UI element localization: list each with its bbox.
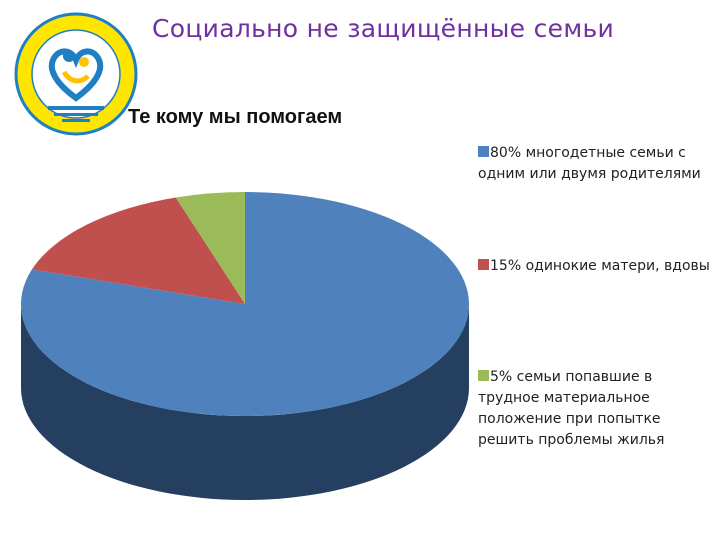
legend-item-0: 80% многодетные семьи с одним или двумя … <box>478 143 710 185</box>
legend-swatch-green <box>478 370 489 381</box>
pie-side-0 <box>21 304 469 500</box>
chart-title: Те кому мы помогаем <box>128 106 343 128</box>
pie-slice-0 <box>21 192 470 417</box>
pie-slice-2 <box>175 192 245 304</box>
slide-title: Социально не защищённые семьи <box>152 14 615 43</box>
pie-slice-1 <box>31 197 245 304</box>
legend-swatch-red <box>478 259 489 270</box>
legend-label-2: 5% семьи попавшие в трудное материальное… <box>478 369 665 448</box>
legend-label-1: 15% одинокие матери, вдовы <box>490 258 710 274</box>
legend-label-0: 80% многодетные семьи с одним или двумя … <box>478 145 701 182</box>
organization-logo <box>14 12 138 136</box>
legend-item-2: 5% семьи попавшие в трудное материальное… <box>478 367 710 451</box>
legend-swatch-blue <box>478 146 489 157</box>
legend-item-1: 15% одинокие матери, вдовы <box>478 256 710 277</box>
